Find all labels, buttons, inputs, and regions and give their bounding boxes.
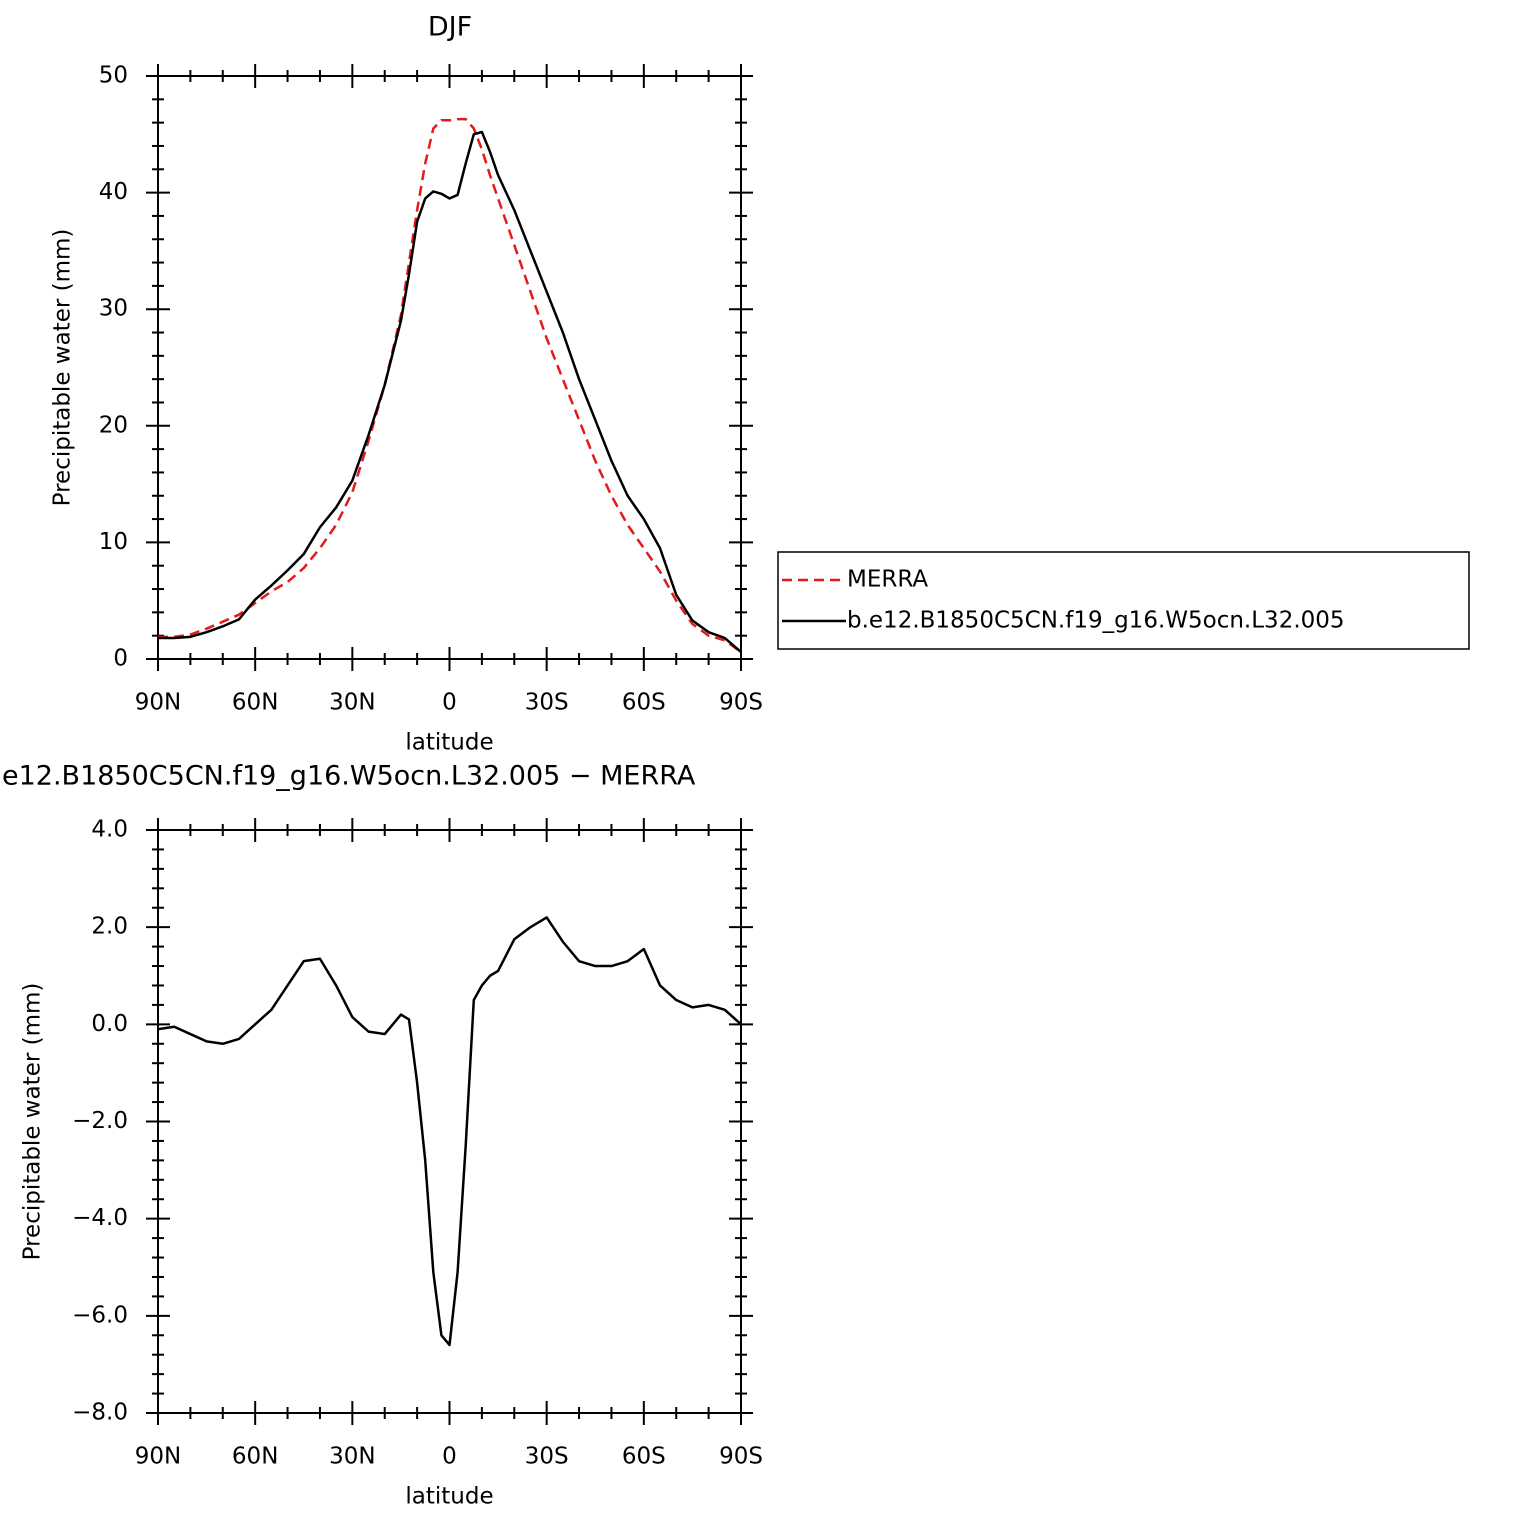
y-axis-label: Precipitable water (mm) (20, 983, 46, 1261)
data-line (158, 130, 742, 653)
y-tick-label: 30 (99, 296, 128, 322)
y-tick-label: 40 (99, 179, 128, 205)
y-tick-label: −6.0 (72, 1302, 128, 1328)
y-tick-label: 20 (99, 412, 128, 438)
x-axis-label: latitude (405, 1484, 493, 1510)
plot-frame (157, 829, 742, 1414)
y-tick-label: 0.0 (91, 1011, 128, 1037)
x-tick-label: 0 (442, 1444, 457, 1470)
x-axis-label: latitude (405, 730, 493, 756)
legend-label: b.e12.B1850C5CN.f19_g16.W5ocn.L32.005 (847, 608, 1345, 634)
x-tick-label: 60N (232, 690, 278, 716)
legend-box (777, 551, 1470, 650)
y-tick-label: −4.0 (72, 1205, 128, 1231)
x-tick-label: 30S (525, 1444, 569, 1470)
x-tick-label: 60N (232, 1444, 278, 1470)
data-line (158, 117, 742, 654)
y-axis-label: Precipitable water (mm) (50, 229, 76, 507)
x-tick-label: 90S (719, 690, 763, 716)
x-tick-label: 30S (525, 690, 569, 716)
x-tick-label: 90S (719, 1444, 763, 1470)
plot-frame (157, 75, 742, 660)
x-tick-label: 90N (135, 1444, 181, 1470)
y-tick-label: 50 (99, 63, 128, 89)
data-line (157, 916, 742, 1347)
y-tick-label: −8.0 (72, 1400, 128, 1426)
legend: MERRA b.e12.B1850C5CN.f19_g16.W5ocn.L32.0… (777, 551, 1470, 650)
x-tick-label: 0 (442, 690, 457, 716)
y-tick-label: 2.0 (91, 914, 128, 940)
y-tick-label: 0 (113, 646, 128, 672)
x-tick-label: 30N (329, 690, 375, 716)
chart-title: e12.B1850C5CN.f19_g16.W5ocn.L32.005 − ME… (2, 761, 696, 792)
x-tick-label: 60S (622, 1444, 666, 1470)
x-tick-label: 30N (329, 1444, 375, 1470)
x-tick-label: 90N (135, 690, 181, 716)
y-tick-label: −2.0 (72, 1108, 128, 1134)
y-tick-label: 10 (99, 529, 128, 555)
chart-title: DJF (428, 12, 472, 43)
y-tick-label: 4.0 (91, 817, 128, 843)
x-tick-label: 60S (622, 690, 666, 716)
legend-label: MERRA (847, 567, 928, 593)
